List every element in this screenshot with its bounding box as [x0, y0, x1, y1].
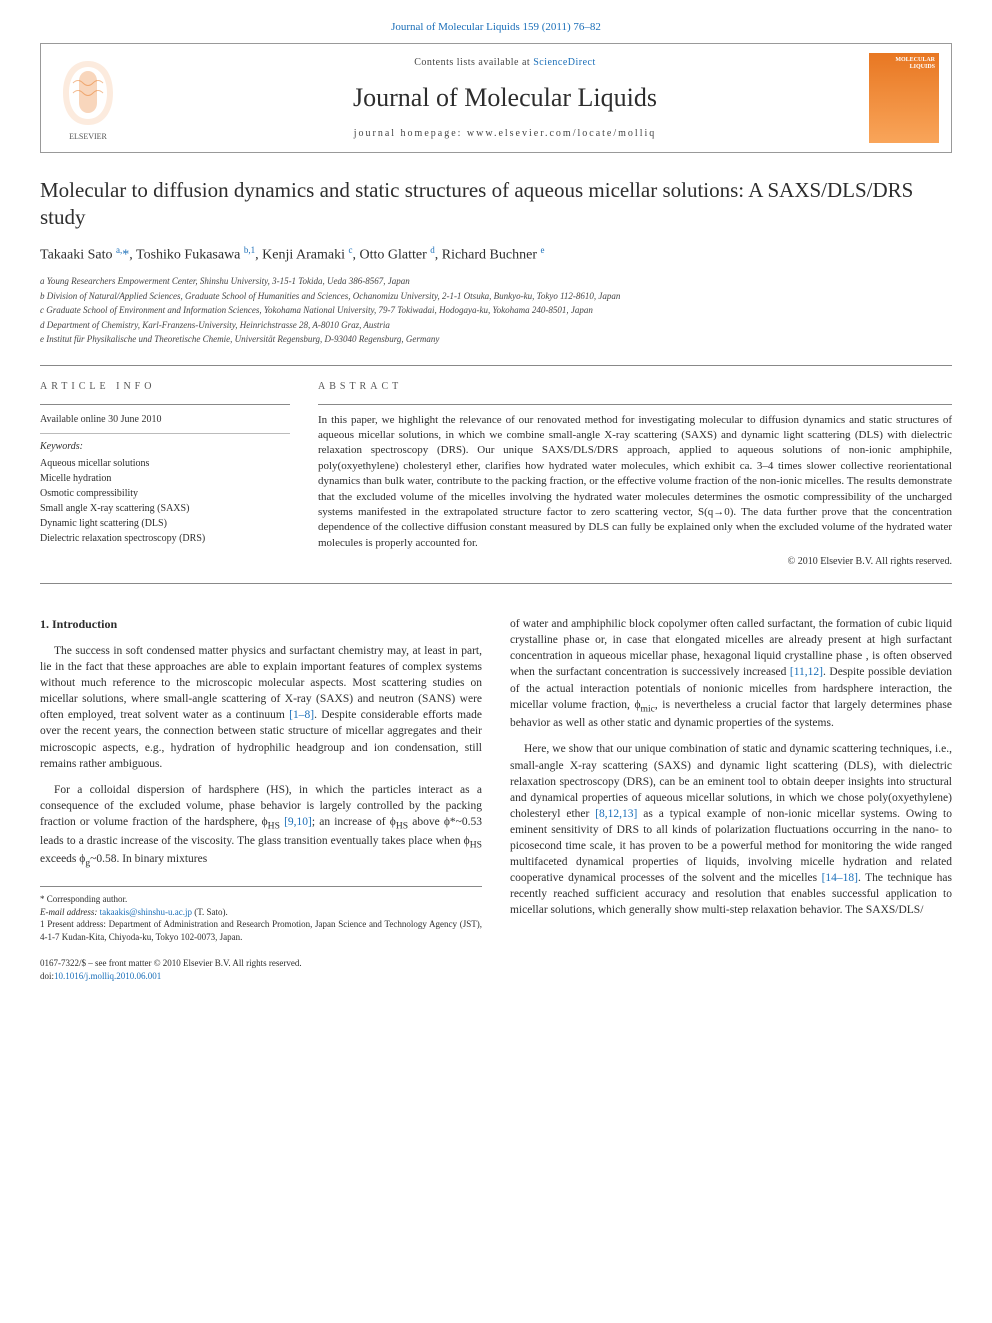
email-label: E-mail address:: [40, 907, 100, 917]
citation-link[interactable]: [14–18]: [822, 872, 858, 884]
keyword: Dielectric relaxation spectroscopy (DRS): [40, 531, 290, 546]
info-abstract-row: ARTICLE INFO Available online 30 June 20…: [40, 380, 952, 570]
abstract-text: In this paper, we highlight the relevanc…: [318, 413, 952, 552]
masthead: ELSEVIER Contents lists available at Sci…: [40, 43, 952, 153]
paragraph: The success in soft condensed matter phy…: [40, 643, 482, 772]
journal-cover-thumbnail: MOLECULAR LIQUIDS: [869, 53, 939, 143]
keywords-label: Keywords:: [40, 440, 290, 454]
article-title: Molecular to diffusion dynamics and stat…: [40, 177, 952, 230]
section-heading: 1. Introduction: [40, 616, 482, 633]
cover-thumb-text: MOLECULAR LIQUIDS: [873, 57, 935, 70]
authors-list: Takaaki Sato a,*, Toshiko Fukasawa b,1, …: [40, 244, 952, 265]
abstract-column: ABSTRACT In this paper, we highlight the…: [318, 380, 952, 570]
affiliation: b Division of Natural/Applied Sciences, …: [40, 290, 952, 304]
keyword: Aqueous micellar solutions: [40, 456, 290, 471]
divider: [318, 404, 952, 405]
email-suffix: (T. Sato).: [192, 907, 228, 917]
affiliation: a Young Researchers Empowerment Center, …: [40, 275, 952, 289]
keyword: Micelle hydration: [40, 471, 290, 486]
paragraph: Here, we show that our unique combinatio…: [510, 741, 952, 918]
corresponding-author-note: * Corresponding author.: [40, 893, 482, 906]
citation-link[interactable]: [11,12]: [790, 666, 823, 678]
journal-citation[interactable]: Journal of Molecular Liquids 159 (2011) …: [40, 20, 952, 35]
article-info-column: ARTICLE INFO Available online 30 June 20…: [40, 380, 290, 570]
masthead-center: Contents lists available at ScienceDirec…: [141, 56, 869, 140]
citation-link[interactable]: [9,10]: [284, 816, 312, 828]
journal-homepage: journal homepage: www.elsevier.com/locat…: [141, 127, 869, 141]
divider: [40, 404, 290, 405]
keywords-list: Aqueous micellar solutionsMicelle hydrat…: [40, 456, 290, 546]
affiliation: c Graduate School of Environment and Inf…: [40, 304, 952, 318]
affiliation: e Institut für Physikalische und Theoret…: [40, 333, 952, 347]
divider: [40, 583, 952, 584]
author-email[interactable]: takaakis@shinshu-u.ac.jp: [100, 907, 192, 917]
doi-link[interactable]: 10.1016/j.molliq.2010.06.001: [54, 971, 161, 981]
footnotes: * Corresponding author. E-mail address: …: [40, 886, 482, 943]
journal-name: Journal of Molecular Liquids: [141, 80, 869, 116]
contents-prefix: Contents lists available at: [414, 57, 533, 68]
article-info-heading: ARTICLE INFO: [40, 380, 290, 394]
doi-label: doi:: [40, 971, 54, 981]
abstract-heading: ABSTRACT: [318, 380, 952, 394]
keyword: Dynamic light scattering (DLS): [40, 516, 290, 531]
svg-text:ELSEVIER: ELSEVIER: [69, 132, 107, 141]
paragraph: For a colloidal dispersion of hardsphere…: [40, 782, 482, 870]
doi-line: doi:10.1016/j.molliq.2010.06.001: [40, 970, 482, 983]
front-matter: 0167-7322/$ – see front matter © 2010 El…: [40, 957, 482, 982]
contents-list-line: Contents lists available at ScienceDirec…: [141, 56, 869, 70]
available-online: Available online 30 June 2010: [40, 413, 290, 434]
body-column-left: 1. Introduction The success in soft cond…: [40, 616, 482, 982]
keyword: Small angle X-ray scattering (SAXS): [40, 501, 290, 516]
citation-link[interactable]: [1–8]: [289, 709, 314, 721]
email-line: E-mail address: takaakis@shinshu-u.ac.jp…: [40, 906, 482, 919]
present-address-note: 1 Present address: Department of Adminis…: [40, 918, 482, 943]
body-column-right: of water and amphiphilic block copolymer…: [510, 616, 952, 982]
abstract-copyright: © 2010 Elsevier B.V. All rights reserved…: [318, 555, 952, 569]
affiliation: d Department of Chemistry, Karl-Franzens…: [40, 319, 952, 333]
citation-link[interactable]: [8,12,13]: [595, 808, 637, 820]
elsevier-logo: ELSEVIER: [53, 53, 123, 143]
front-matter-line: 0167-7322/$ – see front matter © 2010 El…: [40, 957, 482, 970]
paragraph: of water and amphiphilic block copolymer…: [510, 616, 952, 731]
divider: [40, 365, 952, 366]
sciencedirect-link[interactable]: ScienceDirect: [533, 57, 596, 68]
affiliations: a Young Researchers Empowerment Center, …: [40, 275, 952, 347]
body-columns: 1. Introduction The success in soft cond…: [40, 616, 952, 982]
keyword: Osmotic compressibility: [40, 486, 290, 501]
